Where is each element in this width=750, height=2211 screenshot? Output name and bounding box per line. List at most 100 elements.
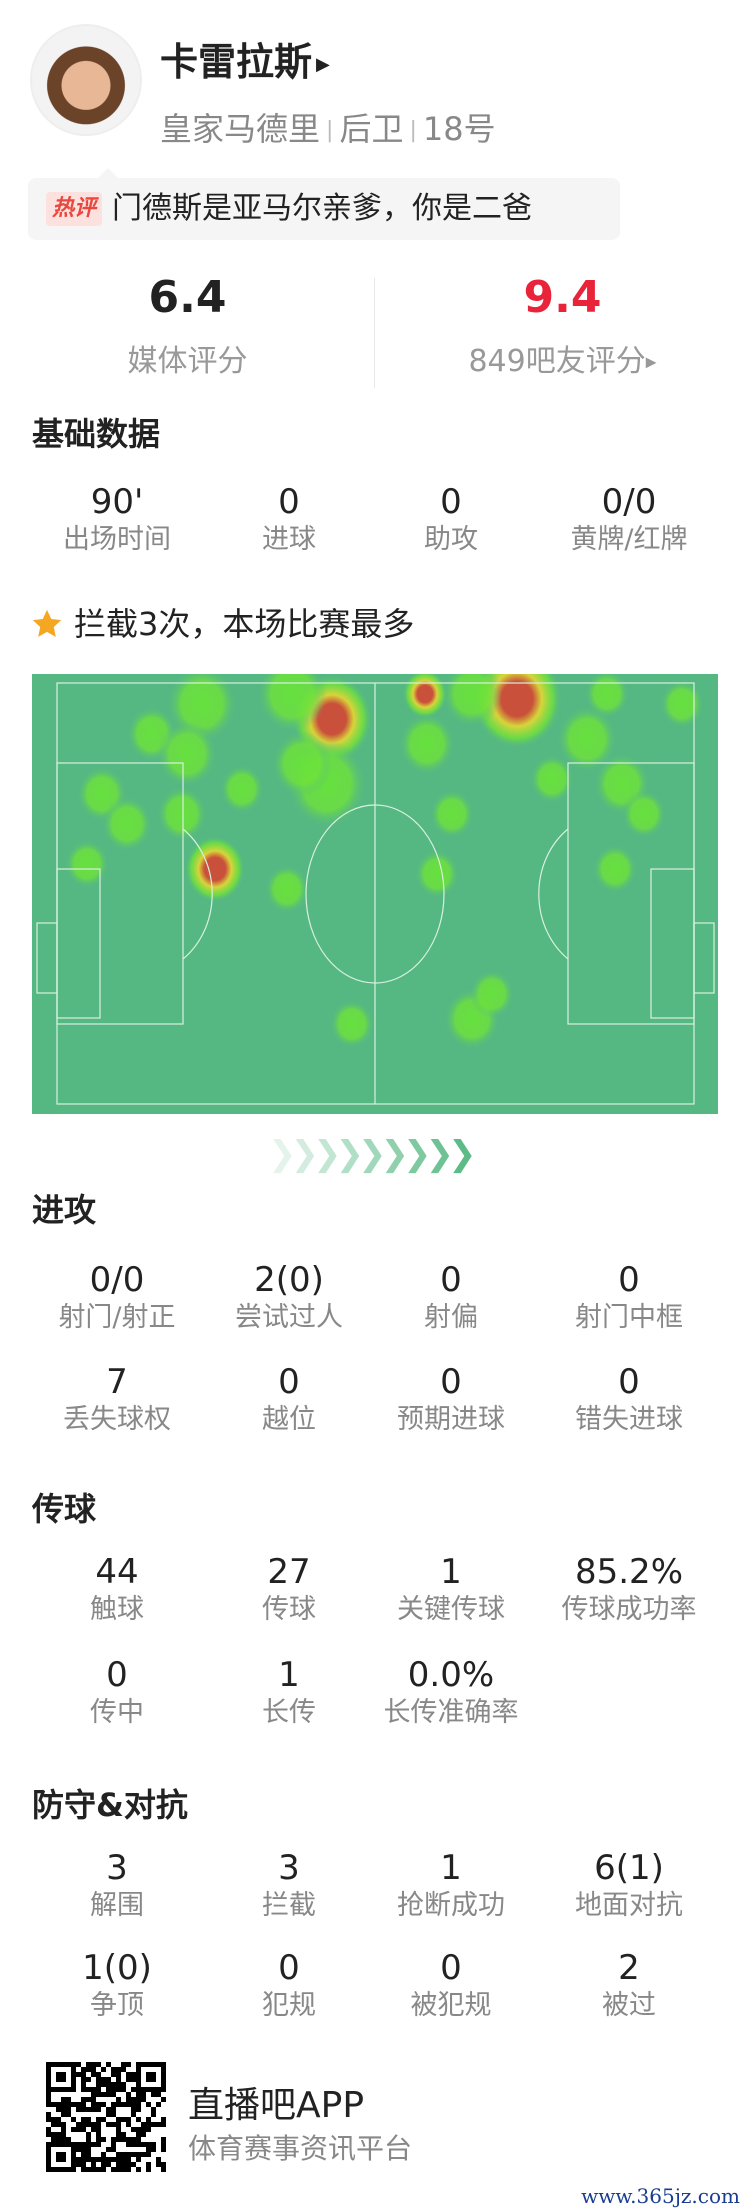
position: 后卫 xyxy=(339,110,404,148)
stat-value: 0 xyxy=(440,1260,462,1300)
stat-value: 0 xyxy=(106,1655,128,1695)
stat-value: 1(0) xyxy=(82,1948,152,1988)
stat-value: 27 xyxy=(267,1552,311,1592)
heat-spot xyxy=(220,764,264,814)
stat-item: 0 被犯规 xyxy=(361,1948,541,2022)
heat-spot xyxy=(265,864,309,914)
team-name: 皇家马德里 xyxy=(160,110,321,148)
heatmap-pitch xyxy=(32,674,718,1114)
stat-label: 长传准确率 xyxy=(383,1697,519,1728)
media-rating: 6.4 媒体评分 xyxy=(0,272,375,380)
stat-item: 0 越位 xyxy=(199,1362,379,1436)
shirt-number: 18号 xyxy=(422,110,496,148)
stat-label: 助攻 xyxy=(424,524,478,555)
highlight-text: 拦截3次，本场比赛最多 xyxy=(74,605,415,643)
stat-label: 触球 xyxy=(90,1594,144,1625)
separator: | xyxy=(326,118,334,143)
app-name: 直播吧APP xyxy=(188,2085,365,2126)
stat-item: 0 射偏 xyxy=(361,1260,541,1334)
divider xyxy=(374,278,375,388)
stat-label: 出场时间 xyxy=(63,524,171,555)
stat-label: 被犯规 xyxy=(410,1990,492,2021)
stat-value: 2(0) xyxy=(254,1260,324,1300)
stat-label: 抢断成功 xyxy=(397,1890,505,1921)
stat-label: 拦截 xyxy=(262,1890,316,1921)
arrow-icon: ❯ xyxy=(425,1134,455,1174)
stat-value: 0 xyxy=(440,1362,462,1402)
stat-item: 0 预期进球 xyxy=(361,1362,541,1436)
stat-label: 关键传球 xyxy=(397,1594,505,1625)
heat-spot xyxy=(442,674,502,727)
stat-item: 2(0) 尝试过人 xyxy=(199,1260,379,1334)
stat-item: 0 错失进球 xyxy=(539,1362,719,1436)
stat-label: 射偏 xyxy=(424,1302,478,1333)
attack-direction-arrows: ❯ ❯ ❯ ❯ ❯ ❯ ❯ ❯ ❯ xyxy=(268,1134,477,1174)
star-icon xyxy=(32,609,62,637)
qr-code[interactable] xyxy=(46,2061,166,2173)
heat-spot xyxy=(557,706,617,772)
stat-label: 越位 xyxy=(262,1404,316,1435)
stat-item: 0.0% 长传准确率 xyxy=(361,1655,541,1729)
watermark: www.365jz.com xyxy=(581,2184,740,2208)
stat-item: 0 射门中框 xyxy=(539,1260,719,1334)
player-name[interactable]: 卡雷拉斯 ▶ xyxy=(160,40,330,84)
arrow-icon: ❯ xyxy=(380,1134,410,1174)
stat-label: 被过 xyxy=(602,1990,656,2021)
stat-value: 0.0% xyxy=(407,1655,495,1695)
heat-spot xyxy=(660,679,704,729)
hot-comment[interactable]: 热评 门德斯是亚马尔亲爹，你是二爸 xyxy=(28,168,620,240)
heat-spot xyxy=(470,969,514,1019)
pitch-lines xyxy=(36,682,715,1105)
separator: | xyxy=(409,118,417,143)
stat-value: 85.2% xyxy=(574,1552,683,1592)
caret-right-icon: ▶ xyxy=(316,53,330,75)
stat-label: 预期进球 xyxy=(397,1404,505,1435)
stat-value: 0/0 xyxy=(601,482,657,522)
highlight: 拦截3次，本场比赛最多 xyxy=(30,604,414,644)
heat-spot xyxy=(430,789,474,839)
section-title-defense: 防守&对抗 xyxy=(32,1786,188,1824)
player-avatar[interactable] xyxy=(30,24,142,136)
heat-spot xyxy=(272,731,332,797)
stat-label: 争顶 xyxy=(90,1990,144,2021)
stat-value: 0 xyxy=(618,1260,640,1300)
stat-item: 6(1) 地面对抗 xyxy=(539,1848,719,1922)
stat-value: 0 xyxy=(278,1362,300,1402)
stat-item: 0 传中 xyxy=(27,1655,207,1729)
fan-rating[interactable]: 9.4 849吧友评分▶ xyxy=(375,272,750,381)
stat-item: 3 解围 xyxy=(27,1848,207,1922)
heat-spot xyxy=(415,849,459,899)
stat-label: 传中 xyxy=(90,1697,144,1728)
section-title-passing: 传球 xyxy=(32,1490,97,1528)
stat-item: 1 抢断成功 xyxy=(361,1848,541,1922)
heat-spot xyxy=(530,754,574,804)
stat-label: 传球成功率 xyxy=(561,1594,697,1625)
stat-value: 1 xyxy=(440,1552,462,1592)
stat-label: 犯规 xyxy=(262,1990,316,2021)
stat-value: 0 xyxy=(278,1948,300,1988)
fan-rating-value: 9.4 xyxy=(523,272,602,323)
heat-spot xyxy=(157,721,217,787)
arrow-icon: ❯ xyxy=(268,1134,297,1174)
caret-right-icon: ▶ xyxy=(645,354,657,371)
stat-item: 1 关键传球 xyxy=(361,1552,541,1626)
stat-item: 7 丢失球权 xyxy=(27,1362,207,1436)
stat-value: 0 xyxy=(618,1362,640,1402)
stat-value: 90' xyxy=(90,482,144,522)
stat-label: 进球 xyxy=(262,524,316,555)
stat-label: 黄牌/红牌 xyxy=(570,524,688,555)
fan-rating-label: 849吧友评分 xyxy=(468,344,646,379)
media-rating-label: 媒体评分 xyxy=(127,344,248,379)
stat-label: 丢失球权 xyxy=(63,1404,171,1435)
app-tagline: 体育赛事资讯平台 xyxy=(188,2132,413,2165)
arrow-icon: ❯ xyxy=(358,1134,387,1174)
stat-item: 1(0) 争顶 xyxy=(27,1948,207,2022)
stat-item: 0 进球 xyxy=(199,482,379,556)
stat-value: 44 xyxy=(95,1552,139,1592)
section-title-basic: 基础数据 xyxy=(32,415,161,453)
heat-spot xyxy=(65,839,109,889)
stat-label: 解围 xyxy=(90,1890,144,1921)
stat-value: 3 xyxy=(106,1848,128,1888)
stat-value: 0 xyxy=(440,482,462,522)
stat-value: 0/0 xyxy=(89,1260,145,1300)
